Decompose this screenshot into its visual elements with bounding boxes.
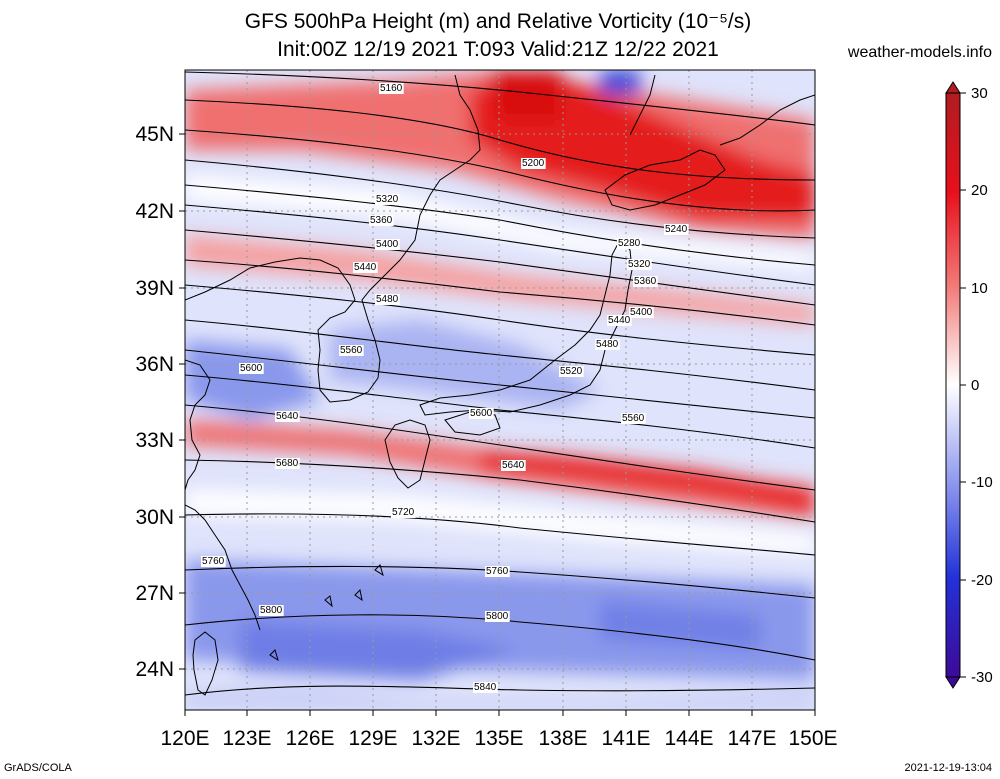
lat-label: 45N <box>135 123 174 146</box>
contour-label: 5640 <box>276 411 299 422</box>
colorbar-bottom-arrow <box>945 676 961 689</box>
contour-label: 5440 <box>354 262 377 273</box>
colorbar-tick: -20 <box>971 572 993 589</box>
contour-label-bg <box>375 194 400 205</box>
contour-label: 5600 <box>470 408 493 419</box>
contour-label-bg <box>629 307 654 318</box>
contour-label-bg <box>201 556 226 567</box>
contour-label-bg <box>469 408 494 419</box>
contour-label-bg <box>239 363 264 374</box>
contour-label-bg <box>595 339 620 350</box>
contour-label: 5360 <box>370 215 393 226</box>
contour-label: 5160 <box>380 83 403 94</box>
contour-label: 5560 <box>622 413 645 424</box>
contour-label: 5760 <box>202 556 225 567</box>
chart-subtitle: Init:00Z 12/19 2021 T:093 Valid:21Z 12/2… <box>277 38 719 61</box>
lon-label: 144E <box>664 727 713 750</box>
axis-ticks <box>179 133 816 716</box>
colorbar-tick: -10 <box>971 474 993 491</box>
contour-label-bg <box>627 259 652 270</box>
contour-label: 5360 <box>634 276 657 287</box>
contour-label-bg <box>375 239 400 250</box>
contour-label: 5760 <box>486 566 509 577</box>
software-credit: GrADS/COLA <box>4 762 72 774</box>
lon-labels: 120E 123E 126E 129E 132E 135E 138E 141E … <box>160 727 837 750</box>
lon-label: 141E <box>601 727 650 750</box>
contour-label-bg <box>633 276 658 287</box>
colorbar-tick: 0 <box>971 377 979 394</box>
colorbar-top-arrow <box>945 81 961 94</box>
contour-label: 5720 <box>392 507 415 518</box>
contour-label-bg <box>275 411 300 422</box>
lat-labels: 45N 42N 39N 36N 33N 30N 27N 24N <box>135 123 174 681</box>
height-contours <box>185 71 815 696</box>
lat-label: 27N <box>135 582 174 605</box>
contour-label-bg <box>559 366 584 377</box>
contour-label: 5200 <box>522 158 545 169</box>
site-credit: weather-models.info <box>847 44 992 61</box>
contour-label-bg <box>485 611 510 622</box>
lon-label: 138E <box>538 727 587 750</box>
colorbar: 30 20 10 0 -10 -20 -30 <box>945 81 993 689</box>
contour-label: 5440 <box>608 315 631 326</box>
lon-label: 129E <box>348 727 397 750</box>
lat-label: 42N <box>135 200 174 223</box>
lat-label: 36N <box>135 353 174 376</box>
contour-label-bg <box>339 345 364 356</box>
contour-label-bg <box>259 605 284 616</box>
contour-label: 5600 <box>240 363 263 374</box>
contour-label: 5400 <box>376 239 399 250</box>
colorbar-scale <box>945 92 961 678</box>
contour-label-bg <box>501 460 526 471</box>
contour-label: 5240 <box>665 224 688 235</box>
contour-label: 5480 <box>596 339 619 350</box>
contour-label-bg <box>621 413 646 424</box>
contour-label: 5320 <box>376 194 399 205</box>
colorbar-tick: 30 <box>971 85 988 102</box>
lon-label: 135E <box>474 727 523 750</box>
contour-label-bg <box>473 682 498 693</box>
contour-label: 5280 <box>618 238 641 249</box>
lon-label: 123E <box>222 727 271 750</box>
lon-label: 126E <box>285 727 334 750</box>
contour-label: 5800 <box>486 611 509 622</box>
contour-label: 5480 <box>376 294 399 305</box>
contour-label-bg <box>521 158 546 169</box>
contour-label-bg <box>664 224 689 235</box>
contour-label-bg <box>617 238 642 249</box>
lat-label: 33N <box>135 429 174 452</box>
contour-label-bg <box>391 507 416 518</box>
contour-label-bg <box>275 458 300 469</box>
contour-label: 5680 <box>276 458 299 469</box>
lat-label: 30N <box>135 506 174 529</box>
contour-labels: 5160 5200 5240 5280 5320 5320 5360 5360 … <box>201 83 689 693</box>
colorbar-tick: -30 <box>971 669 993 686</box>
contour-label: 5640 <box>502 460 525 471</box>
chart-title: GFS 500hPa Height (m) and Relative Vorti… <box>244 10 752 33</box>
contour-label: 5400 <box>630 307 653 318</box>
contour-label-bg <box>369 215 394 226</box>
colorbar-tick: 10 <box>971 280 988 297</box>
contour-label-bg <box>607 315 632 326</box>
contour-label: 5520 <box>560 366 583 377</box>
lon-label: 147E <box>727 727 776 750</box>
contour-label-bg <box>353 262 378 273</box>
contour-label-bg <box>375 294 400 305</box>
lat-label: 24N <box>135 658 174 681</box>
contour-label-bg <box>485 566 510 577</box>
contour-label: 5320 <box>628 259 651 270</box>
timestamp: 2021-12-19-13:04 <box>904 762 992 774</box>
colorbar-tick: 20 <box>971 182 988 199</box>
contour-label: 5560 <box>340 345 363 356</box>
lat-label: 39N <box>135 277 174 300</box>
lon-label: 132E <box>411 727 460 750</box>
lon-label: 150E <box>788 727 837 750</box>
contour-label: 5840 <box>474 682 497 693</box>
plot-frame <box>184 69 816 711</box>
contour-label: 5800 <box>260 605 283 616</box>
lon-label: 120E <box>160 727 209 750</box>
contour-label-bg <box>379 83 404 94</box>
